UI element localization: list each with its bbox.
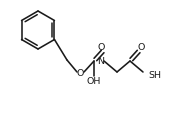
Text: O: O	[76, 69, 84, 78]
Text: O: O	[137, 44, 145, 53]
Text: SH: SH	[148, 72, 161, 81]
Text: N: N	[98, 57, 105, 66]
Text: OH: OH	[87, 78, 101, 87]
Text: O: O	[97, 44, 105, 53]
